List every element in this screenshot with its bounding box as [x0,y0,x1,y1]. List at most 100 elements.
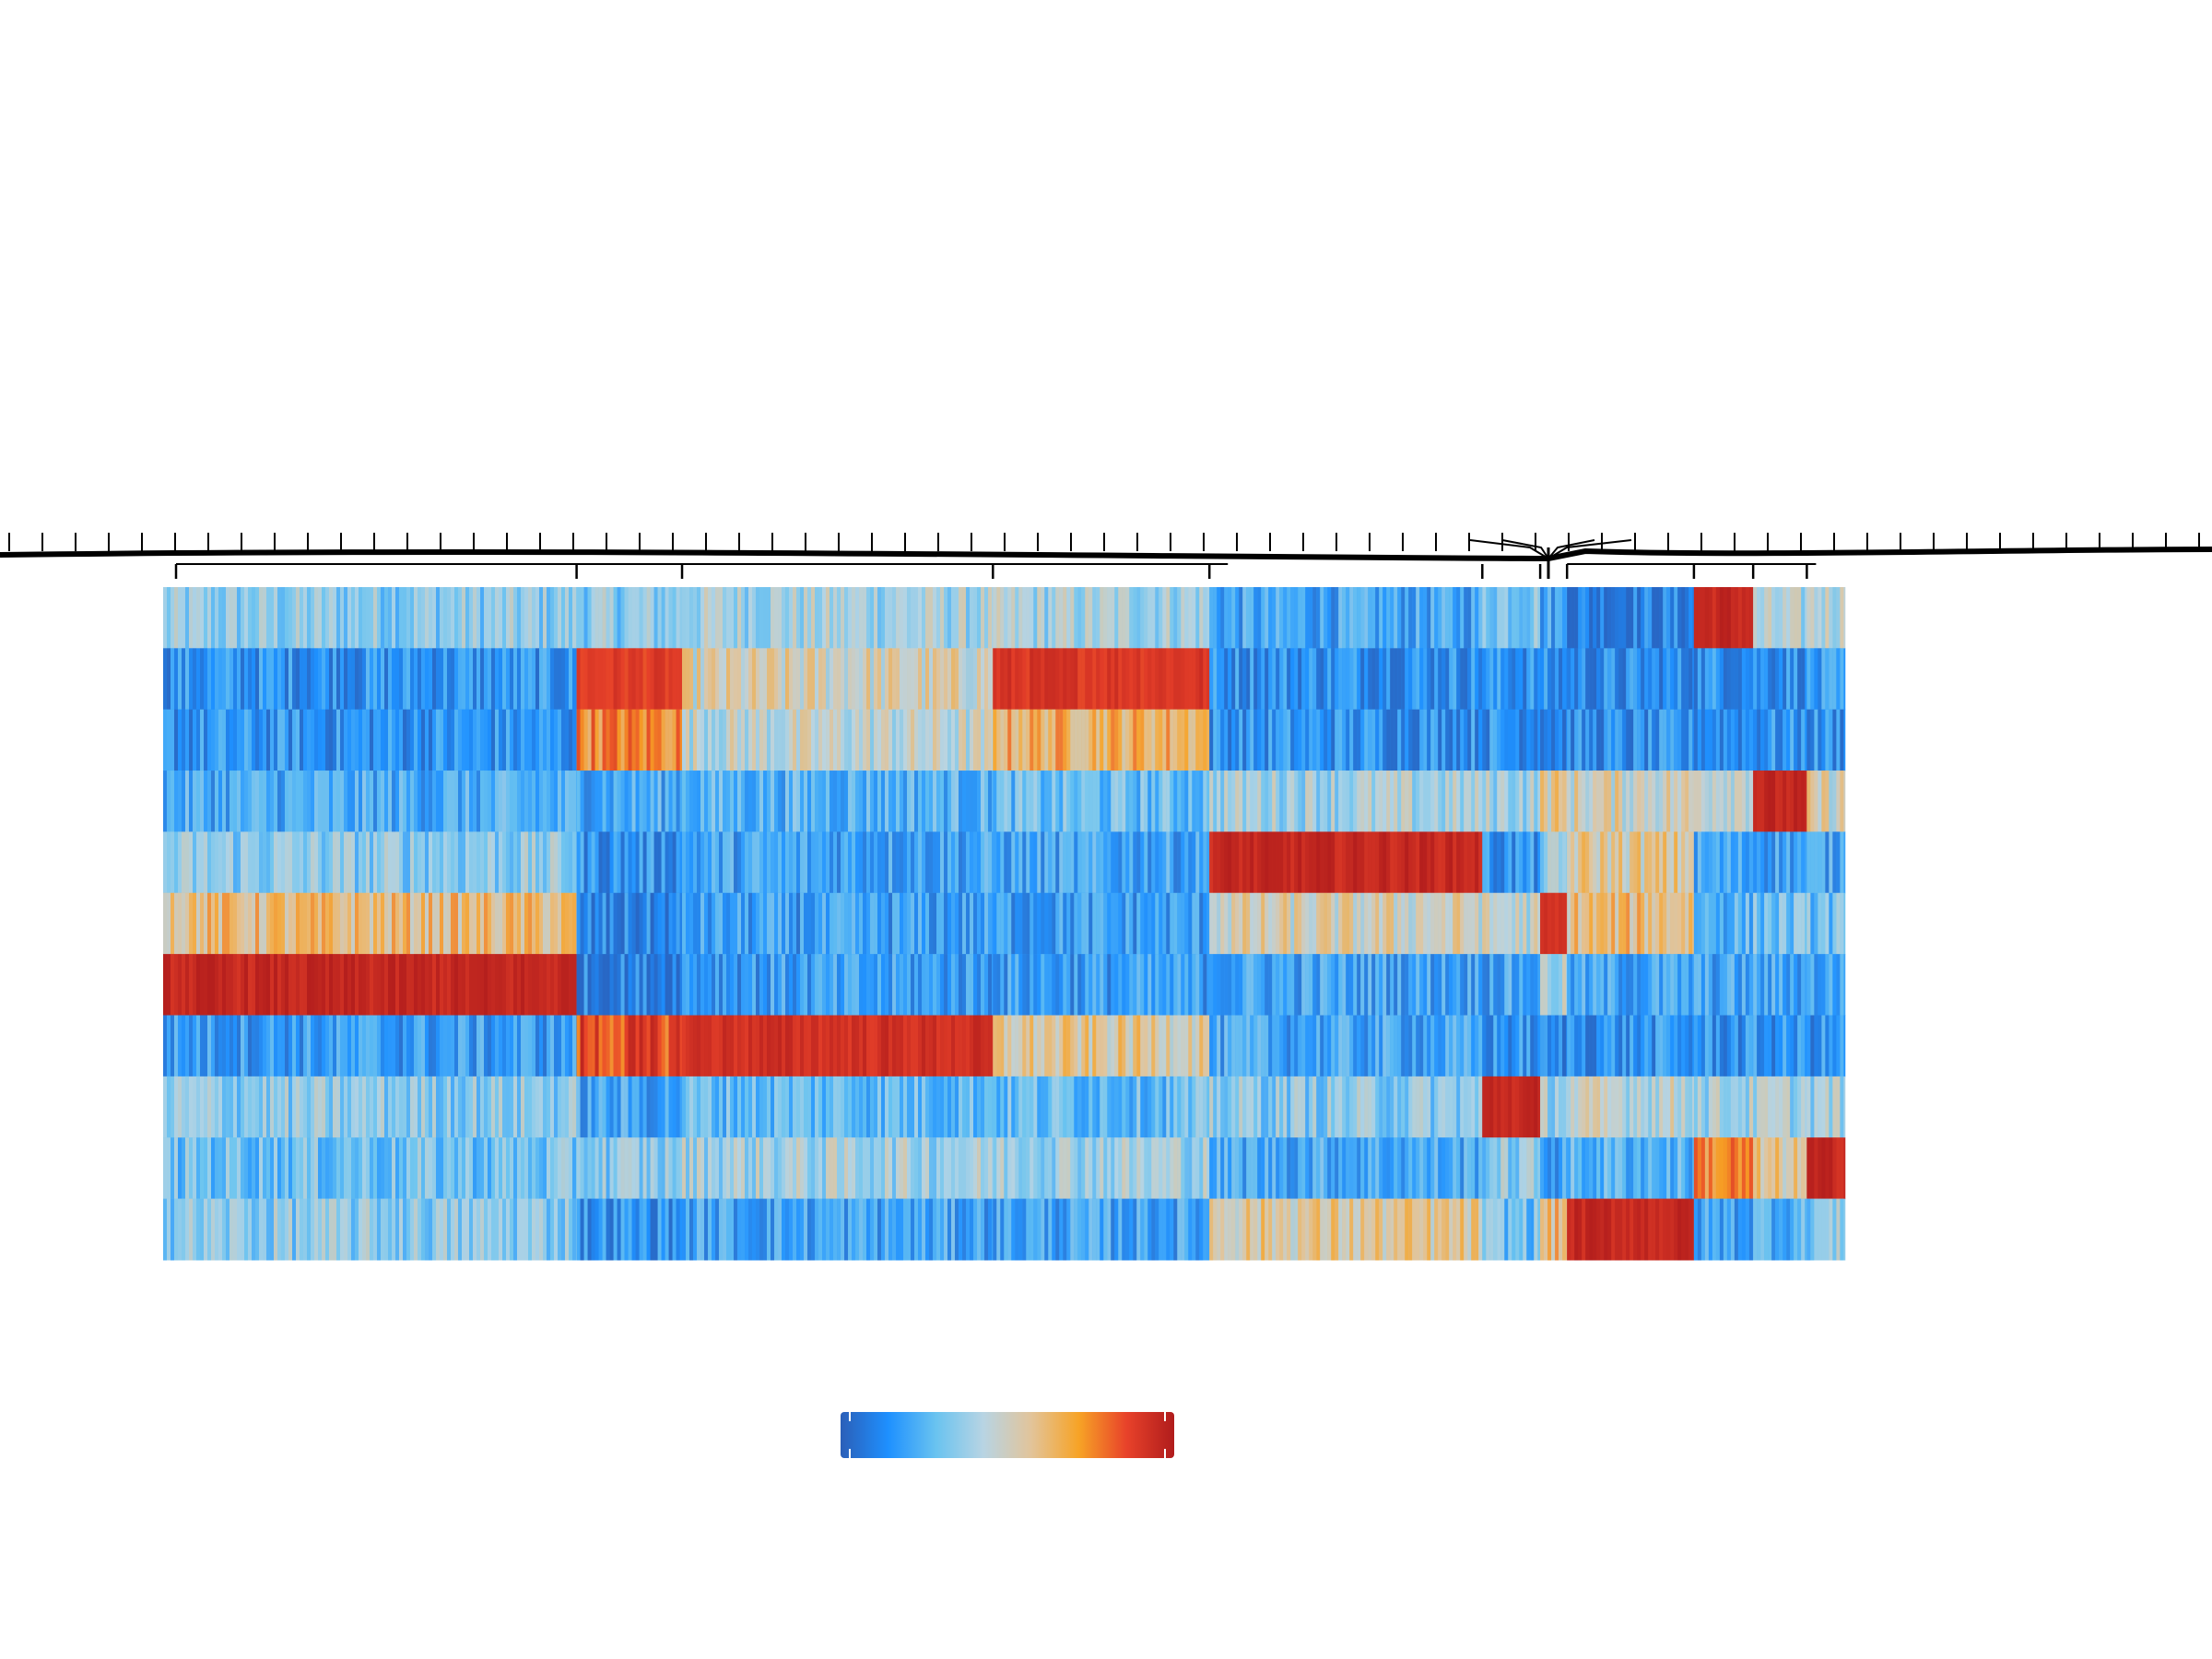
heatmap-stripe [1745,648,1749,711]
heatmap-stripe [1801,709,1806,771]
heatmap-stripe [244,1015,248,1077]
heatmap-stripe [366,954,370,1017]
heatmap-stripe [288,1137,292,1200]
heatmap-stripe [443,892,447,955]
heatmap-stripe [550,587,554,649]
heatmap-stripe [1555,648,1559,711]
heatmap-stripe [499,1076,502,1138]
heatmap-stripe [1652,771,1656,832]
heatmap-stripe [182,771,185,832]
heatmap-stripe [521,831,524,894]
heatmap-stripe [1438,831,1442,894]
heatmap-stripe [1760,1076,1765,1138]
heatmap-stripe [329,892,333,955]
heatmap-stripe [495,892,499,955]
heatmap-stripe [587,954,592,1017]
heatmap-stripe [1394,771,1398,832]
heatmap-stripe [222,831,226,894]
heatmap-stripe [462,831,465,894]
heatmap-stripe [340,1198,344,1261]
heatmap-stripe [866,771,871,832]
heatmap-stripe [1173,587,1178,649]
heatmap-stripe [1368,771,1372,832]
heatmap-stripe [1806,1137,1811,1200]
heatmap-stripe [163,1198,167,1261]
heatmap-stripe [726,709,731,771]
heatmap-stripe [1818,709,1822,771]
heatmap-stripe [1648,892,1653,955]
heatmap-stripe [741,1137,746,1200]
heatmap-stripe [719,648,724,711]
heatmap-stripe [1555,954,1559,1017]
heatmap-stripe [370,892,373,955]
heatmap-stripe [1059,892,1064,955]
heatmap-stripe [1140,1076,1145,1138]
heatmap-stripe [1582,1076,1586,1138]
heatmap-stripe [870,648,875,711]
heatmap-stripe [1475,709,1479,771]
heatmap-stripe [1648,1137,1653,1200]
heatmap-stripe [196,954,200,1017]
heatmap-stripe [1371,648,1376,711]
heatmap-row-1 [163,587,1846,649]
heatmap-stripe [1107,892,1112,955]
heatmap-stripe [756,771,760,832]
heatmap-stripe [609,1076,614,1138]
heatmap-stripe [1305,1137,1310,1200]
heatmap-stripe [351,648,355,711]
heatmap-stripe [399,587,403,649]
heatmap-stripe [1445,771,1450,832]
heatmap-stripe [1582,587,1586,649]
heatmap-stripe [447,648,451,711]
heatmap-stripe [1783,771,1787,832]
heatmap-cell-block [1806,1015,1846,1077]
heatmap-stripe [1786,892,1791,955]
heatmap-stripe [477,771,480,832]
heatmap-stripe [462,648,465,711]
heatmap-stripe [973,648,978,711]
heatmap-stripe [233,709,237,771]
heatmap-stripe [1655,954,1660,1017]
heatmap-stripe [1515,1137,1520,1200]
heatmap-stripe [443,771,447,832]
heatmap-stripe [900,1076,904,1138]
heatmap-stripe [1188,648,1193,711]
heatmap-stripe [800,1015,805,1077]
heatmap-stripe [499,709,502,771]
heatmap-stripe [1159,954,1163,1017]
heatmap-stripe [550,1015,554,1077]
heatmap-stripe [1265,648,1269,711]
heatmap-stripe [1203,1076,1207,1138]
heatmap-stripe [1806,1015,1811,1077]
heatmap-stripe [1760,709,1765,771]
heatmap-stripe [704,892,709,955]
heatmap-cell-block [1482,1137,1541,1200]
heatmap-stripe [822,771,827,832]
heatmap-stripe [1644,1015,1649,1077]
heatmap-stripe [1486,831,1490,894]
heatmap-stripe [951,587,956,649]
heatmap-stripe [318,1076,322,1138]
heatmap-stripe [1327,709,1332,771]
heatmap-stripe [1806,648,1811,711]
heatmap-stripe [1382,892,1387,955]
heatmap-stripe [388,1076,392,1138]
heatmap-stripe [182,587,185,649]
heatmap-stripe [1615,709,1619,771]
heatmap-stripe [521,1198,524,1261]
heatmap-stripe [1081,1137,1086,1200]
heatmap-stripe [830,1015,834,1077]
heatmap-stripe [1644,648,1649,711]
heatmap-stripe [218,1015,222,1077]
heatmap-stripe [1456,1076,1461,1138]
heatmap-stripe [970,954,974,1017]
heatmap-stripe [274,771,277,832]
heatmap-stripe [277,954,281,1017]
heatmap-cell-block [1693,771,1754,832]
heatmap-stripe [252,954,255,1017]
heatmap-stripe [1092,954,1097,1017]
heatmap-stripe [1419,1137,1424,1200]
heatmap-stripe [1445,1015,1450,1077]
heatmap-stripe [918,954,923,1017]
heatmap-stripe [811,954,816,1017]
